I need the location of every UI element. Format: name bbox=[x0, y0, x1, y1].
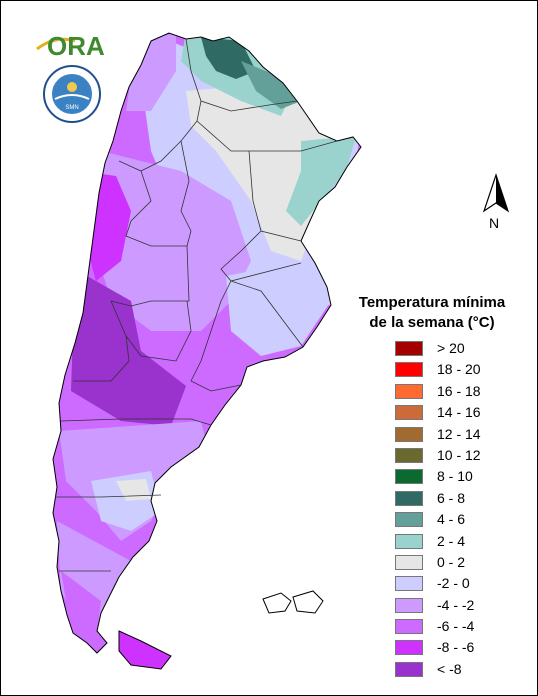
north-arrow-icon bbox=[482, 173, 510, 213]
legend-label: 18 - 20 bbox=[437, 361, 481, 378]
legend-swatch bbox=[395, 512, 423, 528]
ora-swoosh-icon bbox=[36, 37, 76, 51]
smn-seal: SMN bbox=[43, 65, 101, 123]
legend-swatch bbox=[395, 362, 423, 378]
legend-swatch bbox=[395, 619, 423, 635]
legend-swatch bbox=[395, 533, 423, 549]
legend-label: 10 - 12 bbox=[437, 446, 481, 463]
malvinas-islands bbox=[262, 590, 324, 614]
legend-swatch bbox=[395, 469, 423, 485]
legend-label: 12 - 14 bbox=[437, 425, 481, 442]
legend-label: 8 - 10 bbox=[437, 468, 473, 485]
legend-swatch bbox=[395, 490, 423, 506]
legend-label: 2 - 4 bbox=[437, 532, 466, 549]
legend-label: -2 - 0 bbox=[437, 575, 470, 592]
legend-label: 16 - 18 bbox=[437, 382, 481, 399]
legend-swatch bbox=[395, 597, 423, 613]
legend-swatch bbox=[395, 554, 423, 570]
legend: Temperatura mínima de la semana (°C) > 2… bbox=[347, 293, 527, 677]
legend-label: > 20 bbox=[437, 340, 465, 356]
legend-title-line2: de la semana (°C) bbox=[369, 314, 495, 331]
smn-seal-icon: SMN bbox=[43, 65, 101, 123]
legend-swatch bbox=[395, 661, 423, 677]
tierra-del-fuego bbox=[118, 630, 172, 670]
legend-label: -6 - -4 bbox=[437, 618, 475, 635]
svg-text:SMN: SMN bbox=[65, 105, 78, 111]
legend-swatch bbox=[395, 640, 423, 656]
legend-label: < -8 bbox=[437, 660, 462, 677]
legend-swatch bbox=[395, 341, 423, 356]
legend-title-line1: Temperatura mínima bbox=[358, 294, 506, 311]
legend-label: 14 - 16 bbox=[437, 404, 481, 421]
legend-label: 6 - 8 bbox=[437, 489, 466, 506]
legend-swatch bbox=[395, 405, 423, 421]
legend-label: 4 - 6 bbox=[437, 511, 466, 528]
legend-swatch bbox=[395, 576, 423, 592]
legend-label: 0 - 2 bbox=[437, 553, 466, 570]
legend-label: -4 - -2 bbox=[437, 596, 475, 613]
north-label: N bbox=[489, 215, 500, 231]
ora-logo: ORA bbox=[35, 31, 107, 61]
legend-swatch bbox=[395, 426, 423, 442]
legend-swatch bbox=[395, 447, 423, 463]
legend-swatch bbox=[395, 383, 423, 399]
legend-label: -8 - -6 bbox=[437, 639, 475, 656]
ora-logo-text: ORA bbox=[47, 31, 105, 61]
legend-title: Temperatura mínima de la semana (°C) bbox=[347, 293, 517, 333]
